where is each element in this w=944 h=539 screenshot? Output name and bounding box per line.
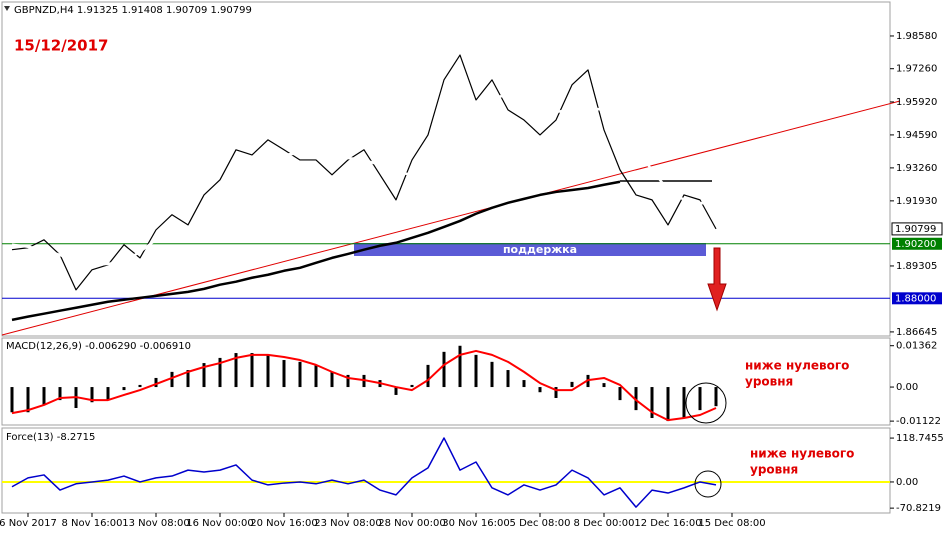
histogram-bar — [346, 374, 350, 388]
histogram-bar — [570, 381, 574, 388]
support-label: поддержка — [503, 243, 577, 256]
histogram-bar — [410, 384, 414, 388]
histogram-bar — [458, 345, 462, 388]
x-tick-label: 8 Dec 00:00 — [574, 518, 635, 529]
histogram-bar — [698, 387, 702, 411]
symbol-header: GBPNZD,H4 1.91325 1.91408 1.90709 1.9079… — [14, 5, 252, 16]
histogram-bar — [602, 383, 606, 388]
y-tick-label: -0.01122 — [896, 416, 941, 427]
y-tick-label: 1.93260 — [896, 163, 937, 174]
last-price-label: 1.90799 — [895, 224, 936, 235]
histogram-bar — [618, 387, 622, 401]
histogram-bar — [666, 387, 670, 422]
histogram-bar — [26, 387, 30, 413]
x-tick-label: 16 Nov 00:00 — [186, 518, 253, 529]
x-tick-label: 13 Nov 08:00 — [122, 518, 189, 529]
y-tick-label: 1.91930 — [896, 196, 937, 207]
price-line — [11, 180, 621, 322]
y-tick-label: 118.7455 — [896, 433, 944, 444]
annotation: уровня — [745, 375, 793, 389]
y-tick-label: 1.95920 — [896, 97, 937, 108]
histogram-bar — [234, 353, 238, 388]
histogram-bar — [122, 387, 126, 391]
histogram-bar — [394, 387, 398, 395]
annotation: ниже нулевого — [750, 447, 854, 461]
annotation: ниже нулевого — [745, 359, 849, 373]
x-tick-label: 15 Dec 08:00 — [698, 518, 765, 529]
y-tick-label: 0.01362 — [896, 341, 937, 352]
histogram-bar — [538, 387, 542, 393]
histogram-bar — [474, 354, 478, 388]
annotation: уровня — [750, 463, 798, 477]
macd-panel — [1, 337, 891, 426]
histogram-bar — [506, 370, 510, 388]
histogram-bar — [218, 357, 222, 388]
price-line — [11, 93, 717, 267]
date-label: 15/12/2017 — [14, 37, 108, 55]
highlight-circle — [685, 382, 727, 424]
highlight-circle — [694, 470, 722, 498]
histogram-bar — [58, 387, 62, 401]
histogram-bar — [314, 364, 318, 388]
histogram-bar — [250, 353, 254, 388]
panel-icon — [4, 6, 10, 11]
histogram-bar — [682, 387, 686, 419]
y-tick-label: 1.86645 — [896, 327, 937, 338]
x-tick-label: 23 Nov 08:00 — [314, 518, 381, 529]
signal-line — [11, 349, 717, 422]
main-panel — [1, 1, 891, 337]
down-arrow — [707, 247, 727, 312]
histogram-bar — [90, 387, 94, 403]
histogram-bar — [426, 364, 430, 388]
histogram-bar — [186, 370, 190, 388]
histogram-bar — [266, 354, 270, 388]
histogram-bar — [282, 360, 286, 388]
macd-title: MACD(12,26,9) -0.006290 -0.006910 — [6, 341, 191, 352]
indicator-line — [11, 437, 717, 508]
histogram-bar — [330, 371, 334, 388]
x-tick-label: 12 Dec 16:00 — [634, 518, 701, 529]
x-tick-label: 30 Nov 16:00 — [442, 518, 509, 529]
y-tick-label: 1.98580 — [896, 31, 937, 42]
histogram-bar — [106, 387, 110, 401]
histogram-bar — [634, 387, 638, 411]
y-tick-label: 0.00 — [896, 382, 918, 393]
level-label: 1.90200 — [895, 239, 936, 250]
histogram-bar — [554, 387, 558, 398]
histogram-bar — [522, 380, 526, 388]
level-label-box — [892, 237, 942, 250]
histogram-bar — [442, 351, 446, 388]
histogram-bar — [10, 387, 14, 413]
level-label: 1.88000 — [895, 293, 936, 304]
y-tick-label: 0.00 — [896, 477, 918, 488]
last-price-box — [891, 222, 943, 236]
histogram-bar — [138, 384, 142, 388]
histogram-bar — [650, 387, 654, 419]
histogram-bar — [202, 363, 206, 388]
histogram-bar — [714, 387, 718, 407]
x-tick-label: 8 Nov 16:00 — [61, 518, 122, 529]
histogram-bar — [490, 361, 494, 388]
force-title: Force(13) -8.2715 — [6, 432, 95, 443]
histogram-bar — [42, 387, 46, 405]
support-zone — [354, 243, 706, 256]
y-tick-label: 1.89305 — [896, 261, 937, 272]
y-tick-label: 1.94590 — [896, 130, 937, 141]
level-label-box — [892, 292, 942, 305]
histogram-bar — [298, 361, 302, 388]
y-tick-label: 1.97260 — [896, 64, 937, 75]
histogram-bar — [154, 377, 158, 388]
x-tick-label: 20 Nov 16:00 — [250, 518, 317, 529]
x-tick-label: 5 Dec 08:00 — [510, 518, 571, 529]
histogram-bar — [170, 371, 174, 388]
y-tick-label: -70.8219 — [896, 503, 941, 514]
x-tick-label: 28 Nov 00:00 — [378, 518, 445, 529]
x-tick-label: 6 Nov 2017 — [0, 518, 57, 529]
